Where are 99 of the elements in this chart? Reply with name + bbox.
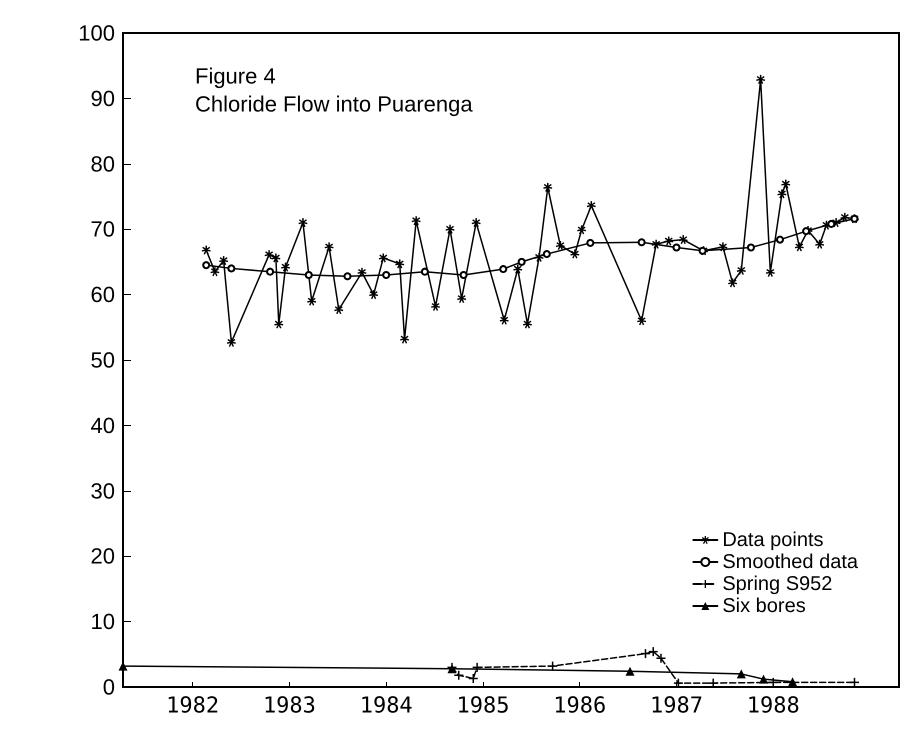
point [718,242,728,252]
point [202,261,210,270]
point [513,264,522,274]
point [664,236,674,246]
point [776,236,784,244]
point [656,654,666,663]
point [395,259,404,268]
point [457,294,466,304]
point [518,258,526,266]
point [472,662,482,672]
point [534,252,544,262]
point [815,240,824,249]
point [570,250,580,259]
y-tick-label: 90 [90,86,115,111]
point [281,262,290,272]
point [586,201,596,210]
point [304,270,313,279]
point [768,678,778,687]
point [343,272,352,280]
y-tick-label: 0 [102,674,115,700]
y-tick-label: 40 [90,412,115,438]
point [850,678,859,687]
point [307,296,316,306]
x-tick-label: 1985 [456,694,510,718]
x-tick-label: 1986 [553,694,606,718]
point [274,320,284,329]
point [556,241,565,250]
legend-label: Data points [722,529,824,551]
point [736,669,746,678]
point [736,266,746,275]
x-tick-label: 1982 [166,694,220,718]
point [794,242,804,252]
legend-label: Smoothed data [722,551,859,573]
point [226,338,236,347]
legend-label: Six bores [722,595,806,617]
point [431,302,440,311]
y-tick-label: 30 [90,478,115,504]
point [840,212,850,222]
point [522,320,532,329]
point [788,677,798,686]
point [446,224,455,234]
point [759,674,768,684]
point [640,649,650,658]
text: Chloride Flow into Puarenga [195,92,474,116]
point [652,240,661,249]
point [334,305,344,314]
point [746,244,755,252]
point [264,250,274,260]
point [781,180,790,189]
point [548,662,558,671]
point [802,227,810,236]
point [542,250,551,258]
point [626,666,635,676]
point [672,244,680,252]
point [648,647,658,656]
point [472,218,481,228]
point [678,235,688,244]
y-tick-label: 50 [90,348,115,372]
point [637,316,646,326]
point [400,334,410,344]
point [460,270,468,279]
point [499,265,508,274]
text: Figure 4 [195,64,276,88]
point [777,189,786,198]
point [324,242,334,252]
legend-label: Spring S952 [722,573,832,595]
point [219,256,228,266]
point [210,267,220,276]
point [586,238,594,247]
x-tick-label: 1987 [650,694,703,718]
point [500,316,509,325]
point [271,253,280,262]
point [378,253,388,262]
x-tick-label: 1984 [360,694,413,718]
point [454,670,464,680]
y-tick-label: 70 [90,216,115,242]
point [827,220,836,228]
point [357,268,366,277]
y-tick-label: 80 [90,151,115,176]
point [412,216,421,226]
point [756,74,766,84]
point [266,268,274,276]
point [728,278,738,288]
point [382,270,390,279]
x-tick-label: 1988 [746,694,800,718]
point [298,218,308,228]
point [468,674,478,683]
y-tick-label: 100 [78,20,115,46]
y-tick-label: 10 [90,609,115,634]
point [369,290,378,300]
y-tick-label: 60 [90,282,115,308]
point [420,268,429,276]
point [577,225,586,234]
point [638,238,646,246]
y-tick-label: 20 [90,544,115,569]
point [227,264,236,272]
point [543,182,552,192]
point [202,246,211,255]
x-tick-label: 1983 [262,694,316,718]
